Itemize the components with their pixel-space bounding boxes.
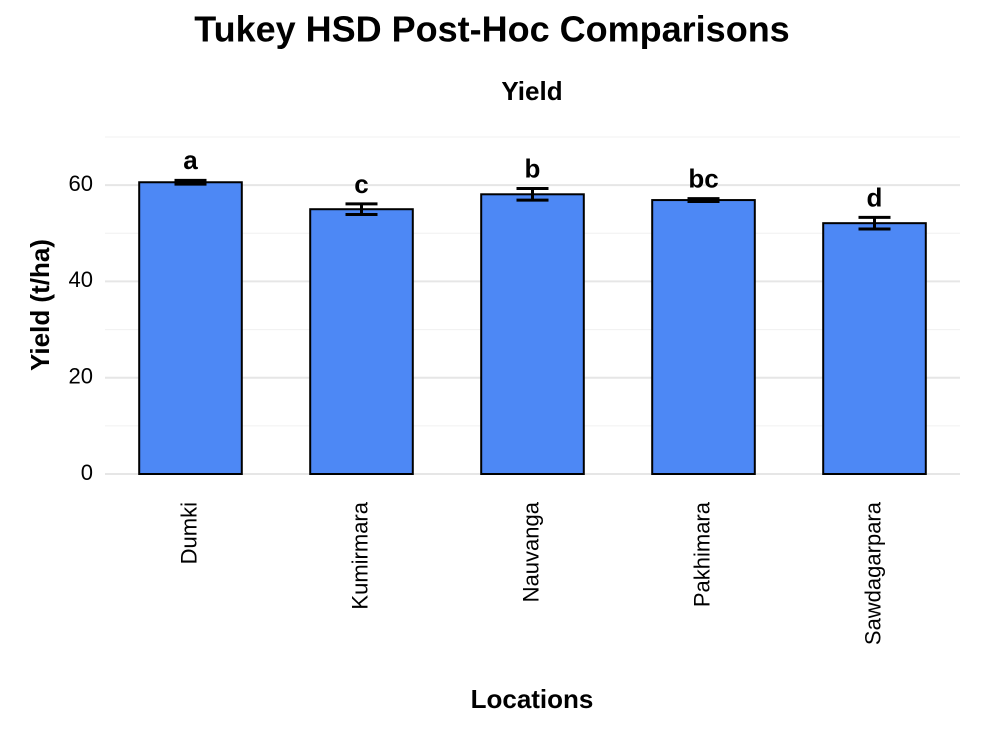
bar bbox=[822, 222, 927, 475]
x-axis-title: Locations bbox=[471, 684, 594, 714]
group-letter: d bbox=[867, 182, 883, 212]
bar bbox=[138, 181, 243, 476]
error-bar bbox=[516, 187, 549, 202]
y-tick-label: 20 bbox=[69, 364, 93, 389]
bar bbox=[309, 208, 414, 475]
y-tick-label: 0 bbox=[81, 460, 93, 485]
x-tick-label: Dumki bbox=[176, 502, 201, 564]
error-bar bbox=[174, 178, 207, 186]
chart-title: Tukey HSD Post-Hoc Comparisons bbox=[194, 9, 789, 50]
x-tick-label: Sawdagarpara bbox=[860, 501, 885, 645]
group-letter: c bbox=[354, 169, 368, 199]
y-axis-title: Yield (t/ha) bbox=[25, 239, 55, 371]
error-bar bbox=[345, 202, 378, 217]
error-bar bbox=[687, 197, 720, 204]
group-letter: b bbox=[525, 153, 541, 183]
group-letter: bc bbox=[688, 163, 718, 193]
error-bar bbox=[858, 215, 891, 231]
group-letter: a bbox=[183, 145, 198, 175]
y-tick-label: 60 bbox=[69, 171, 93, 196]
bar bbox=[651, 199, 756, 475]
x-tick-label: Nauvanga bbox=[518, 501, 543, 602]
bar bbox=[480, 193, 585, 475]
x-tick-label: Kumirmara bbox=[347, 501, 372, 609]
y-tick-label: 40 bbox=[69, 267, 93, 292]
x-tick-label: Pakhimara bbox=[689, 501, 714, 607]
chart-subtitle: Yield bbox=[501, 76, 562, 106]
